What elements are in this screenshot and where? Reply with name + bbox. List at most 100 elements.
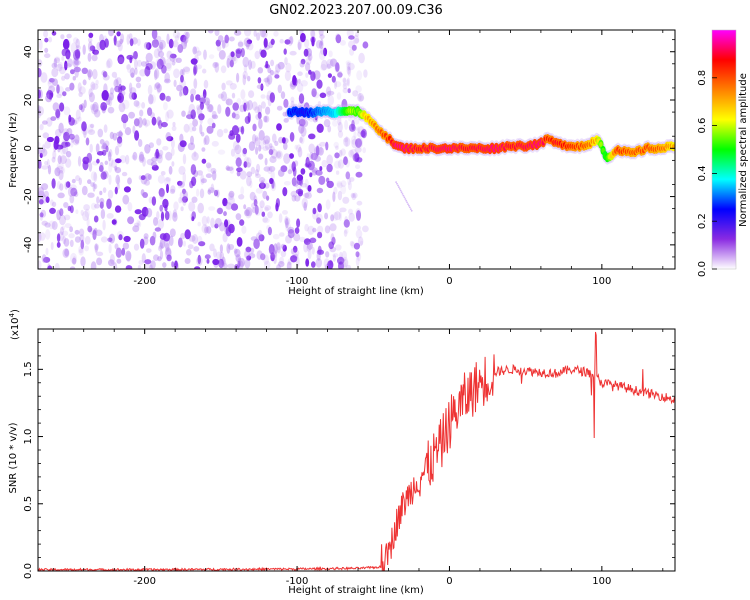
noise-blob: [254, 50, 261, 60]
noise-blob: [108, 92, 114, 101]
noise-blob: [164, 72, 170, 83]
noise-blob: [202, 68, 207, 74]
noise-blob: [323, 119, 331, 128]
noise-blob: [292, 249, 300, 257]
noise-blob: [307, 225, 315, 235]
noise-blob: [69, 194, 75, 204]
noise-blob: [57, 192, 65, 199]
noise-blob: [51, 67, 59, 78]
noise-blob: [219, 251, 224, 261]
noise-blob: [80, 239, 85, 250]
noise-blob: [129, 67, 136, 78]
noise-blob: [268, 244, 275, 255]
noise-blob: [183, 36, 188, 47]
noise-blob: [259, 176, 265, 184]
noise-blob: [73, 59, 81, 66]
noise-blob: [282, 244, 287, 252]
noise-blob: [333, 141, 339, 148]
noise-blob: [102, 149, 107, 156]
noise-blob: [107, 151, 112, 162]
noise-blob: [152, 231, 157, 240]
noise-blob: [334, 160, 341, 169]
noise-blob: [246, 175, 252, 187]
noise-blob: [107, 106, 115, 114]
noise-blob: [276, 264, 281, 269]
noise-blob: [214, 30, 220, 36]
noise-blob: [267, 98, 272, 107]
snr-xlabel: Height of straight line (km): [288, 585, 424, 596]
noise-blob: [190, 88, 197, 96]
noise-blob: [193, 66, 197, 76]
noise-blob: [268, 149, 274, 155]
noise-blob: [256, 250, 263, 260]
noise-blob: [355, 229, 363, 239]
noise-blob: [325, 199, 331, 210]
noise-blob: [245, 40, 251, 48]
noise-blob: [182, 196, 188, 203]
noise-blob: [218, 258, 225, 269]
noise-blob: [300, 80, 308, 87]
noise-blob: [247, 42, 254, 51]
noise-blob: [149, 235, 156, 246]
noise-blob: [340, 184, 347, 195]
noise-blob: [63, 131, 70, 142]
noise-blob: [38, 190, 45, 201]
noise-blob: [135, 82, 142, 89]
noise-blob: [96, 151, 104, 156]
noise-blob: [90, 81, 96, 91]
noise-blob: [229, 83, 237, 90]
noise-blob: [113, 79, 119, 88]
noise-blob: [319, 92, 327, 99]
noise-blob: [276, 242, 281, 251]
noise-blob: [254, 137, 261, 147]
noise-blob: [204, 225, 208, 236]
noise-blob: [116, 131, 124, 137]
noise-blob: [183, 240, 186, 247]
noise-blob: [336, 92, 342, 100]
noise-blob: [222, 197, 228, 207]
noise-blob: [242, 71, 248, 80]
noise-blob: [183, 123, 190, 133]
noise-blob: [88, 37, 93, 43]
noise-blob: [326, 63, 331, 70]
noise-blob: [227, 192, 234, 201]
noise-blob: [275, 202, 279, 212]
noise-blob: [342, 77, 347, 83]
noise-blob: [205, 162, 212, 169]
noise-blob: [157, 46, 163, 53]
noise-blob: [122, 194, 130, 205]
noise-blob: [307, 53, 313, 61]
noise-blob: [258, 234, 265, 242]
chirp-point: [398, 186, 400, 189]
noise-blob: [356, 126, 360, 134]
noise-blob: [232, 140, 240, 151]
noise-blob: [290, 190, 298, 198]
y-tick-label: 0.5: [23, 496, 34, 512]
noise-blob: [345, 264, 352, 269]
noise-blob: [154, 227, 162, 232]
noise-blob: [238, 257, 246, 267]
noise-blob: [319, 166, 323, 171]
noise-blob: [165, 95, 171, 102]
noise-blob: [200, 131, 205, 137]
noise-blob: [62, 235, 66, 245]
y-tick-label: 1.0: [23, 429, 34, 445]
noise-blob: [159, 44, 164, 49]
noise-blob: [114, 158, 122, 164]
noise-blob: [108, 243, 112, 254]
noise-blob: [356, 200, 363, 206]
noise-blob: [50, 242, 54, 250]
noise-blob: [337, 72, 343, 78]
noise-blob: [242, 147, 247, 155]
noise-blob: [158, 245, 163, 252]
noise-blob: [218, 35, 224, 43]
noise-blob: [247, 112, 251, 123]
noise-blob: [74, 236, 81, 243]
noise-blob: [314, 146, 320, 158]
noise-blob: [170, 147, 175, 156]
noise-blob: [238, 194, 245, 200]
noise-blob: [109, 254, 115, 265]
noise-blob: [360, 130, 366, 138]
noise-blob: [242, 56, 250, 68]
